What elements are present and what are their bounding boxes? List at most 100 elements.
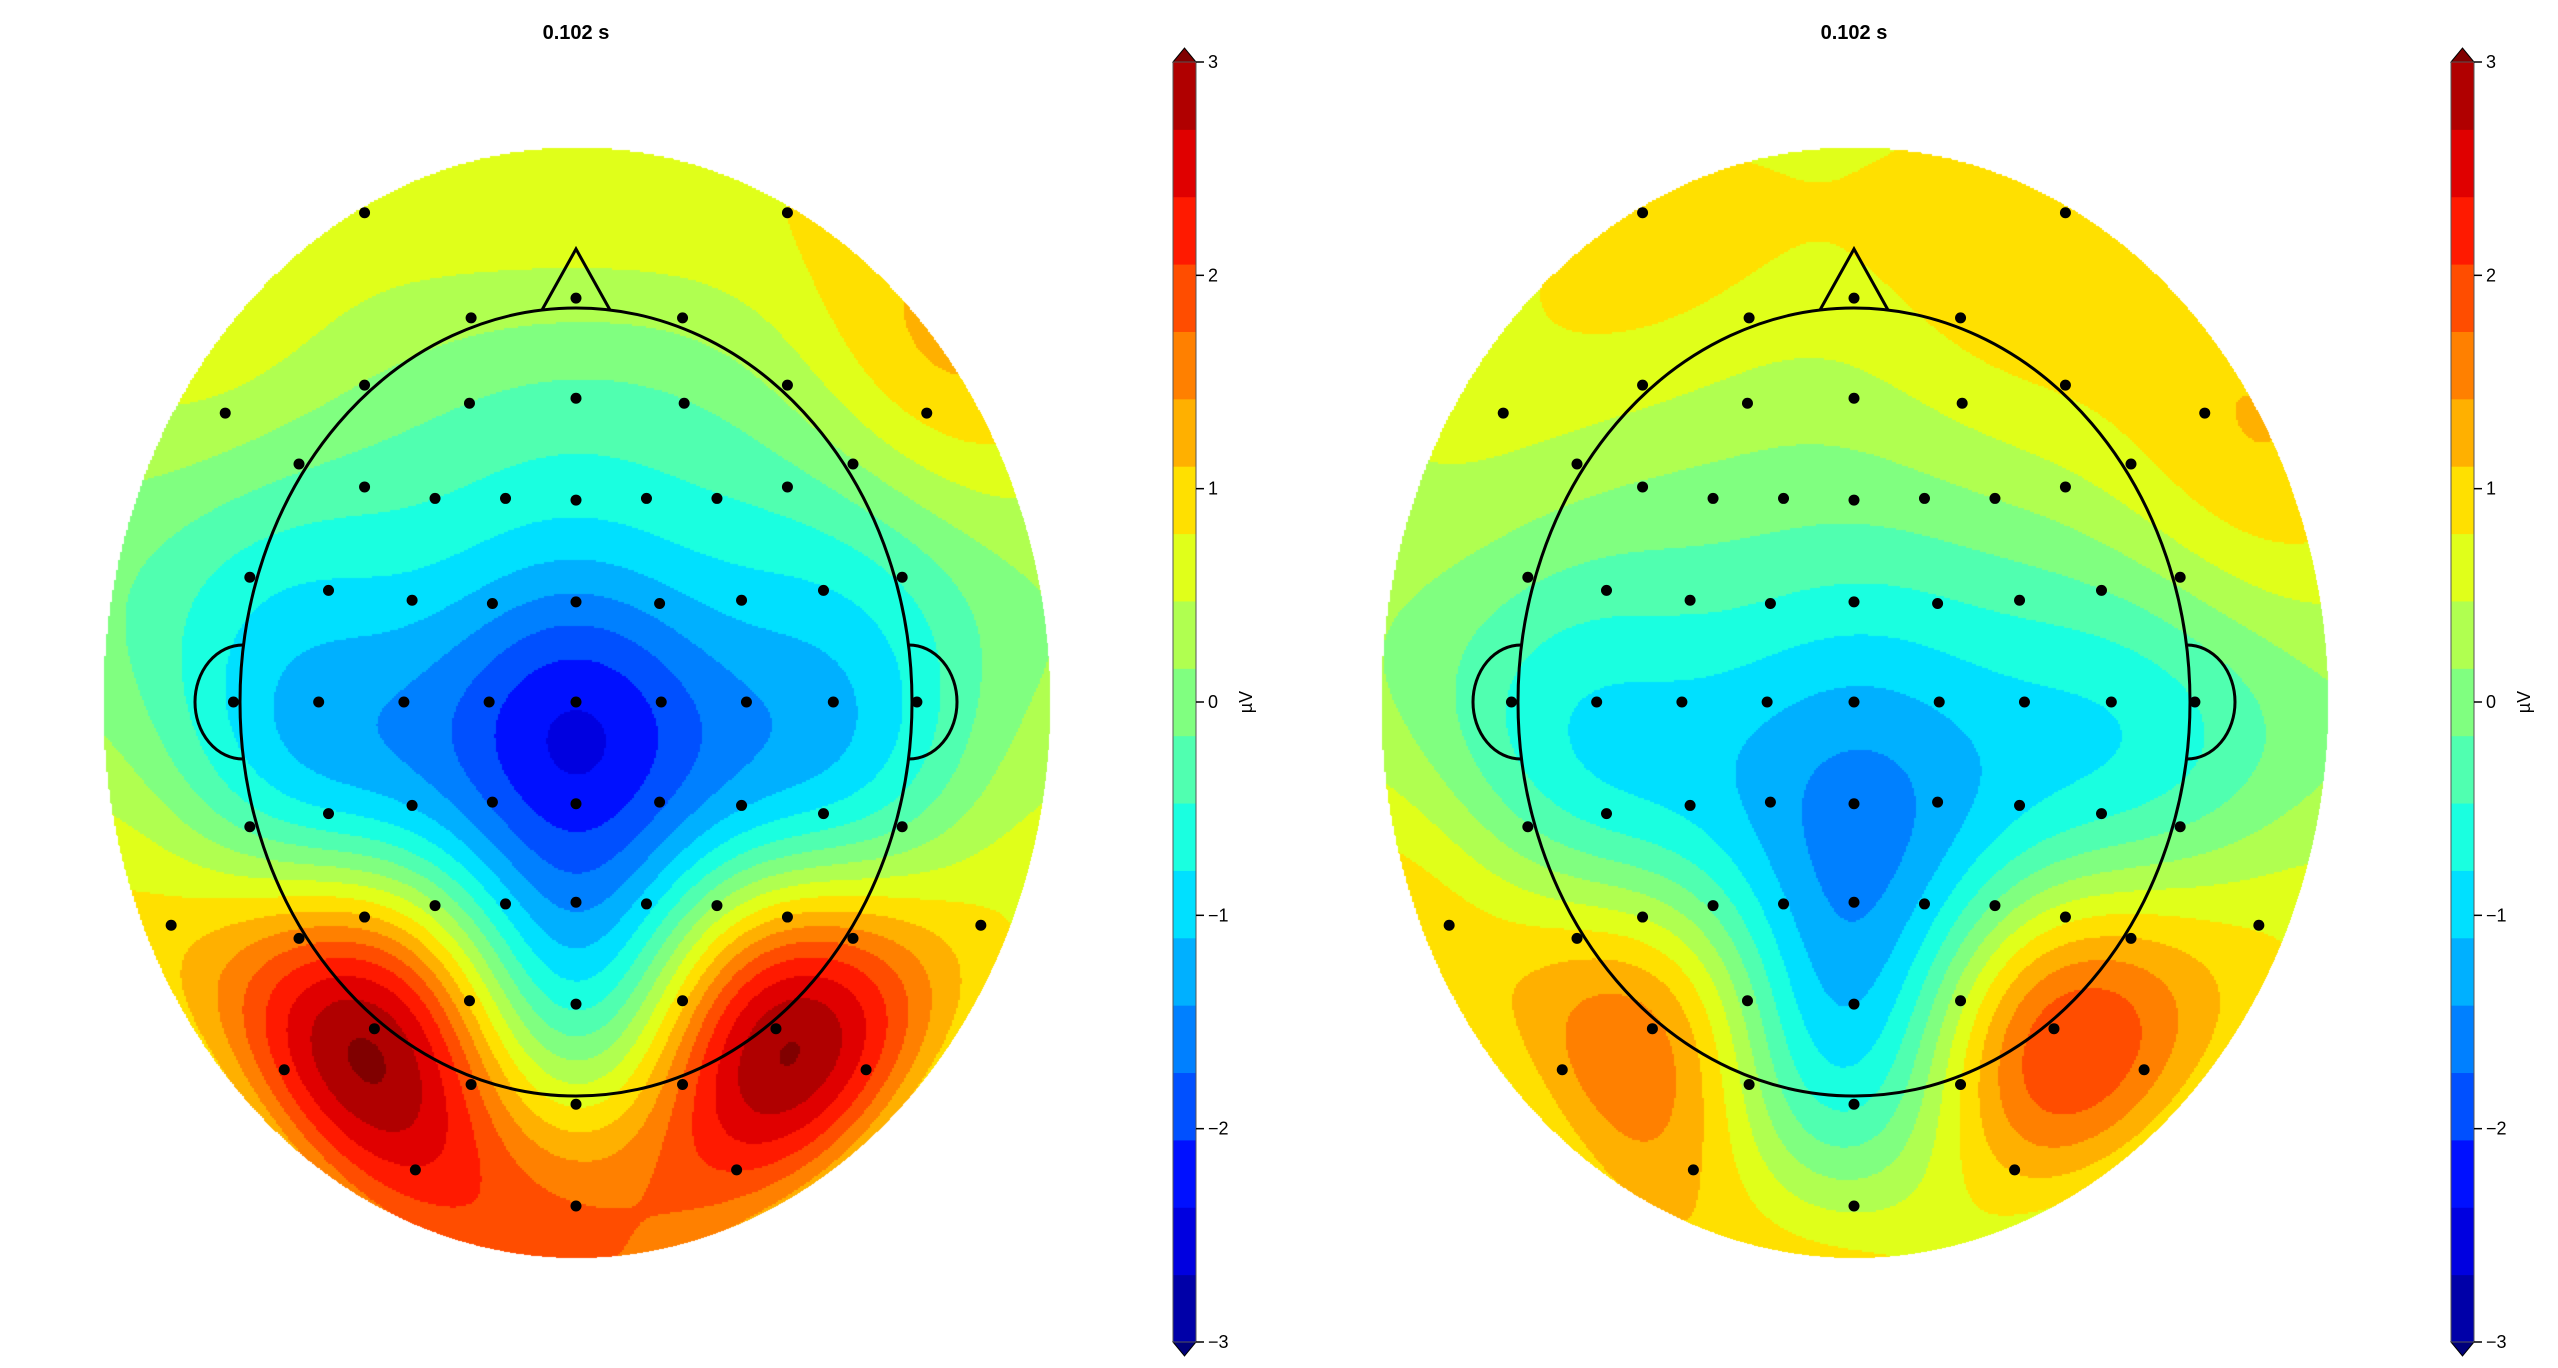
electrode-marker: [2009, 1164, 2021, 1176]
electrode-marker: [781, 379, 793, 391]
colorbar-band: [1173, 398, 1196, 467]
electrode-marker: [219, 407, 231, 419]
electrode-marker: [1764, 598, 1776, 609]
colorbar-tick-label: 0: [2486, 692, 2496, 712]
topomap-panel-2: 0.102 s 3 2 1 0 −1 −2 −3 µV: [1278, 0, 2557, 1368]
electrode-marker: [677, 995, 689, 1007]
electrode-marker: [1601, 584, 1613, 596]
electrode-marker: [770, 1023, 782, 1035]
colorbar-band: [1173, 331, 1196, 400]
electrode-marker: [465, 1079, 477, 1091]
panel-title: 0.102 s: [1820, 22, 1888, 44]
electrode-marker: [293, 458, 305, 470]
colorbar-band: [2451, 466, 2474, 535]
electrode-marker: [975, 919, 987, 931]
electrode-marker: [1497, 407, 1509, 419]
right-ear: [2186, 643, 2237, 761]
colorbar-band: [1173, 466, 1196, 535]
colorbar-band: [1173, 1005, 1196, 1074]
electrode-marker: [860, 1064, 872, 1076]
electrode-marker: [1933, 696, 1945, 708]
electrode-marker: [463, 397, 475, 409]
electrode-marker: [570, 494, 582, 506]
electrode-marker: [2018, 696, 2030, 708]
electrode-marker: [654, 598, 666, 609]
electrode-marker: [1778, 492, 1790, 504]
electrode-marker: [827, 696, 839, 708]
electrode-marker: [398, 696, 410, 708]
electrode-marker: [896, 571, 908, 583]
electrode-marker: [1637, 481, 1649, 493]
electrode-marker: [500, 898, 512, 910]
electrode-marker: [1743, 312, 1755, 324]
electrode-marker: [429, 900, 441, 912]
topomap-overlay: 3 2 1 0 −1 −2 −3 µV: [165, 47, 1256, 1357]
colorbar-band: [1173, 62, 1196, 130]
electrode-marker: [570, 798, 582, 810]
electrode-marker: [323, 584, 335, 596]
colorbar-band: [2451, 398, 2474, 467]
colorbar-band: [2451, 1274, 2474, 1343]
colorbar: 3 2 1 0 −1 −2 −3 µV: [1171, 47, 1256, 1357]
colorbar-band: [1173, 196, 1196, 265]
electrode-marker: [2174, 821, 2186, 833]
electrode-marker: [2048, 1023, 2060, 1035]
colorbar-tick-label: 3: [1208, 52, 1218, 72]
colorbar-band: [2451, 600, 2474, 669]
colorbar-band: [2451, 870, 2474, 939]
electrode-marker: [2059, 911, 2071, 923]
electrode-marker: [278, 1064, 290, 1076]
electrode-marker: [570, 292, 582, 304]
electrode-marker: [227, 696, 239, 708]
electrode-marker: [463, 995, 475, 1007]
electrode-marker: [2125, 458, 2137, 470]
colorbar-band: [2451, 129, 2474, 198]
colorbar-tick-label: −3: [1208, 1332, 1229, 1352]
electrode-marker: [1522, 571, 1534, 583]
electrode-marker: [847, 458, 859, 470]
electrode-marker: [654, 796, 666, 808]
electrode-marker: [359, 379, 371, 391]
electrode-marker: [781, 207, 793, 219]
electrode-marker: [1848, 998, 1860, 1010]
electrode-marker: [244, 571, 256, 583]
electrode-marker: [1637, 379, 1649, 391]
electrode-marker: [2059, 207, 2071, 219]
electrode-marker: [1743, 1079, 1755, 1091]
colorbar-band: [1173, 1072, 1196, 1141]
electrode-marker: [359, 911, 371, 923]
colorbar-tick-label: 3: [2486, 52, 2496, 72]
colorbar-band: [2451, 331, 2474, 400]
electrode-marker: [817, 808, 829, 820]
electrode-marker: [2199, 407, 2211, 419]
nose: [540, 245, 612, 311]
electrode-marker: [1955, 312, 1967, 324]
electrode-marker: [1707, 492, 1719, 504]
electrode-marker: [2095, 584, 2107, 596]
electrode-marker: [2125, 932, 2137, 944]
colorbar-band: [1173, 668, 1196, 737]
electrode-marker: [1443, 919, 1455, 931]
electrode-marker: [1848, 696, 1860, 708]
colorbar-extend-top: [1171, 47, 1198, 63]
electrode-marker: [570, 998, 582, 1010]
electrode-marker: [921, 407, 933, 419]
electrode-marker: [1646, 1023, 1658, 1035]
electrode-marker: [1989, 900, 2001, 912]
electrode-marker: [1707, 900, 1719, 912]
colorbar: 3 2 1 0 −1 −2 −3 µV: [2449, 47, 2534, 1357]
electrode-marker: [1571, 458, 1583, 470]
electrode-marker: [1684, 594, 1696, 606]
nose: [1818, 245, 1890, 311]
colorbar-tick-label: 1: [2486, 479, 2496, 499]
electrode-marker: [1848, 896, 1860, 908]
electrode-marker: [359, 481, 371, 493]
colorbar-band: [1173, 1139, 1196, 1208]
electrode-marker: [781, 481, 793, 493]
electrode-marker: [2174, 571, 2186, 583]
colorbar-band: [1173, 803, 1196, 871]
electrode-marker: [847, 932, 859, 944]
electrode-marker: [465, 312, 477, 324]
colorbar-band: [2451, 196, 2474, 265]
electrode-marker: [1955, 1079, 1967, 1091]
